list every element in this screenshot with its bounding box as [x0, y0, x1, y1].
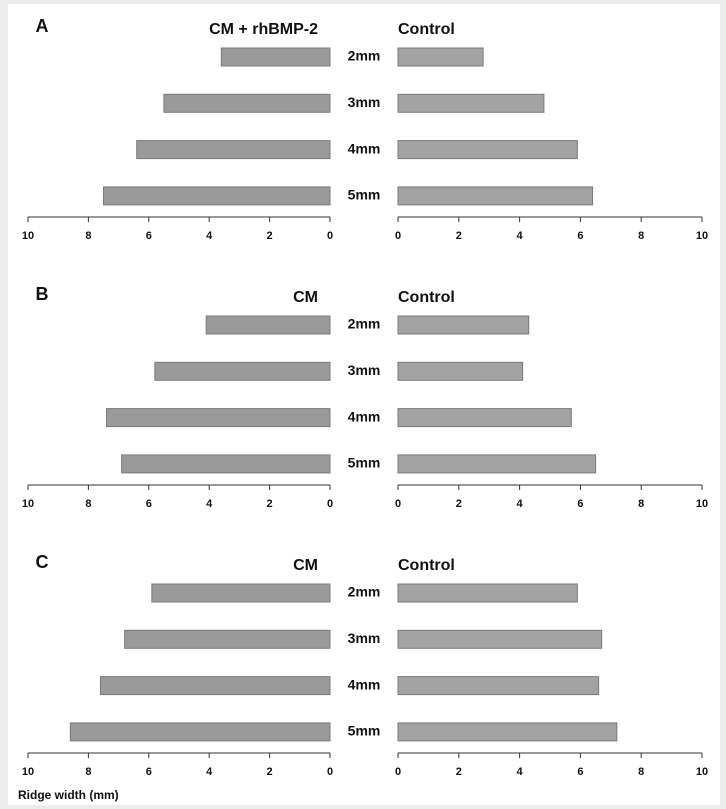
bar [103, 186, 331, 206]
bar [397, 408, 572, 428]
bar [121, 454, 331, 474]
bar [397, 47, 484, 67]
x-tick-label: 0 [327, 766, 333, 778]
x-tick-label: 0 [327, 498, 333, 510]
series-header: CM [293, 289, 318, 306]
x-tick-label: 8 [638, 498, 644, 510]
x-tick-label: 10 [22, 766, 34, 778]
bar [124, 629, 331, 649]
x-tick-label: 4 [517, 498, 524, 510]
x-tick-label: 10 [22, 498, 34, 510]
bar [205, 315, 331, 335]
panel-label: A [36, 16, 49, 36]
series-header: Control [398, 289, 455, 306]
x-tick-label: 6 [146, 498, 152, 510]
x-tick-label: 8 [85, 230, 91, 242]
bar [151, 583, 331, 603]
series-header: CM [293, 557, 318, 574]
x-tick-label: 4 [517, 230, 524, 242]
category-label: 5mm [348, 187, 381, 203]
category-label: 4mm [348, 408, 381, 424]
category-label: 2mm [348, 316, 381, 332]
category-label: 2mm [348, 48, 381, 64]
x-tick-label: 0 [327, 230, 333, 242]
x-tick-label: 6 [577, 498, 583, 510]
x-tick-label: 6 [146, 766, 152, 778]
x-tick-label: 4 [206, 230, 213, 242]
bar [397, 583, 578, 603]
panel-label: C [36, 552, 49, 572]
bar [397, 140, 578, 160]
x-tick-label: 8 [85, 766, 91, 778]
bar [69, 722, 331, 742]
x-tick-label: 2 [456, 230, 462, 242]
series-header: CM + rhBMP-2 [209, 21, 318, 38]
series-header: Control [398, 21, 455, 38]
x-tick-label: 8 [638, 230, 644, 242]
x-tick-label: 0 [395, 498, 401, 510]
category-label: 5mm [348, 723, 381, 739]
series-header: Control [398, 557, 455, 574]
category-label: 4mm [348, 676, 381, 692]
category-label: 3mm [348, 362, 381, 378]
x-tick-label: 8 [638, 766, 644, 778]
bar [397, 186, 594, 206]
x-tick-label: 2 [267, 766, 273, 778]
x-tick-label: 2 [267, 230, 273, 242]
figure-background [8, 4, 720, 805]
x-tick-label: 4 [206, 766, 213, 778]
x-axis-label: Ridge width (mm) [18, 788, 119, 802]
bar [136, 140, 331, 160]
x-tick-label: 4 [517, 766, 524, 778]
x-tick-label: 10 [696, 498, 708, 510]
x-tick-label: 10 [22, 230, 34, 242]
x-tick-label: 6 [577, 766, 583, 778]
x-tick-label: 6 [577, 230, 583, 242]
category-label: 3mm [348, 94, 381, 110]
bar [397, 454, 597, 474]
bar [163, 93, 331, 113]
x-tick-label: 10 [696, 230, 708, 242]
category-label: 5mm [348, 455, 381, 471]
bar [397, 722, 618, 742]
x-tick-label: 6 [146, 230, 152, 242]
x-tick-label: 2 [456, 766, 462, 778]
bar [397, 676, 600, 696]
bar [397, 315, 530, 335]
bar [154, 361, 331, 381]
x-tick-label: 2 [267, 498, 273, 510]
bar [397, 629, 603, 649]
bar [99, 676, 331, 696]
x-tick-label: 0 [395, 230, 401, 242]
bar [397, 93, 545, 113]
x-tick-label: 10 [696, 766, 708, 778]
bar [220, 47, 331, 67]
bar [397, 361, 524, 381]
bar [106, 408, 331, 428]
x-tick-label: 8 [85, 498, 91, 510]
x-tick-label: 0 [395, 766, 401, 778]
x-tick-label: 4 [206, 498, 213, 510]
panel-label: B [36, 284, 49, 304]
category-label: 4mm [348, 140, 381, 156]
category-label: 3mm [348, 630, 381, 646]
category-label: 2mm [348, 584, 381, 600]
x-tick-label: 2 [456, 498, 462, 510]
